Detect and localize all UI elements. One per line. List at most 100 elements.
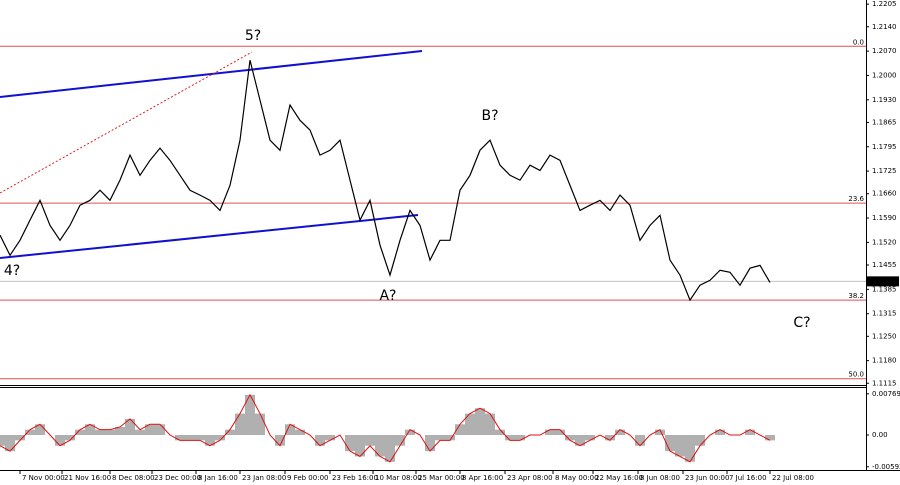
oscillator-bar: [495, 429, 505, 436]
y-tick-label: 1.1725: [872, 167, 897, 175]
oscillator-bar: [195, 435, 205, 441]
y-tick-label: 1.1865: [872, 118, 897, 126]
oscillator-bar: [475, 408, 485, 436]
oscillator-bar: [695, 435, 705, 446]
y-tick-label: 1.2205: [872, 0, 897, 8]
x-tick-label: 9 Feb 00:00: [287, 474, 328, 482]
fib-level-label: 50.0: [848, 371, 864, 379]
x-tick-label: 21 Nov 16:00: [64, 474, 111, 482]
x-tick-label: 10 Mar 08:00: [375, 474, 422, 482]
oscillator-bar: [745, 429, 755, 436]
oscillator-bar: [575, 435, 585, 446]
oscillator-bar: [465, 413, 475, 436]
oscillator-bar: [385, 435, 395, 462]
oscillator-bar: [125, 418, 135, 436]
x-tick-label: 7 Nov 00:00: [22, 474, 65, 482]
oscillator-bar: [355, 435, 365, 457]
oscillator-bar: [185, 435, 195, 441]
y-tick-label: 1.1455: [872, 261, 897, 269]
x-tick-label: 23 Apr 08:00: [507, 474, 553, 482]
x-tick-label: 25 Mar 00:00: [418, 474, 465, 482]
y-tick-label: 1.1795: [872, 143, 897, 151]
price-line: [0, 60, 771, 302]
oscillator-bar: [225, 429, 235, 436]
oscillator-bar: [435, 435, 445, 441]
oscillator-bar: [85, 424, 95, 436]
oscillator-bar: [65, 435, 75, 441]
oscillator-bar: [295, 429, 305, 436]
trend-line: [0, 51, 253, 194]
oscillator-bar: [665, 435, 675, 452]
channel-line: [0, 50, 423, 98]
oscillator-bar: [315, 435, 325, 446]
oscillator-bar: [395, 435, 405, 446]
oscillator-bar: [505, 435, 515, 441]
y-tick-label: 1.1660: [872, 190, 897, 198]
y-tick-label: 1.2140: [872, 23, 897, 31]
x-tick-label: 23 Jan 08:00: [242, 474, 286, 482]
oscillator-bar: [515, 435, 525, 441]
oscillator-bar: [35, 424, 45, 436]
oscillator-bar: [285, 424, 295, 436]
x-tick-label: 8 Apr 16:00: [462, 474, 503, 482]
wave-label: B?: [481, 108, 498, 124]
oscillator-bar: [155, 424, 165, 436]
y-tick-label: 1.1520: [872, 238, 897, 246]
oscillator-bar: [205, 435, 215, 446]
wave-label: A?: [379, 288, 396, 304]
oscillator-bar: [275, 435, 285, 446]
oscillator-bar: [75, 429, 85, 436]
oscillator-bar: [255, 413, 265, 436]
oscillator-bar: [5, 435, 15, 452]
oscillator-bar: [175, 435, 185, 441]
oscillator-bar: [365, 435, 375, 446]
oscillator-bar: [765, 435, 775, 441]
x-tick-label: 22 May 16:00: [595, 474, 643, 482]
fib-level-label: 23.6: [848, 195, 864, 203]
oscillator-bar: [565, 435, 575, 441]
oscillator-bar: [345, 435, 355, 452]
x-tick-label: 8 Dec 08:00: [112, 474, 155, 482]
x-tick-label: 8 Jan 16:00: [198, 474, 238, 482]
oscillator-bar: [545, 429, 555, 436]
y-tick-label: 1.1250: [872, 332, 897, 340]
x-tick-label: 8 Jun 08:00: [640, 474, 680, 482]
oscillator-bar: [145, 424, 155, 436]
oscillator-bar: [15, 435, 25, 441]
oscillator-bar: [135, 429, 145, 436]
oscillator-bar: [555, 429, 565, 436]
oscillator-bar: [445, 435, 455, 441]
oscillator-bar: [0, 435, 5, 446]
wave-label: C?: [793, 315, 810, 331]
oscillator-bar: [685, 435, 695, 462]
fib-level-label: 38.2: [848, 292, 864, 300]
y-tick-label: 1.1590: [872, 214, 897, 222]
oscillator-bar: [235, 413, 245, 436]
y-tick-label: 1.1930: [872, 96, 897, 104]
oscillator-line: [0, 393, 771, 463]
oscillator-bar: [405, 429, 415, 436]
oscillator-bar: [455, 424, 465, 436]
oscillator-bar: [585, 435, 595, 441]
oscillator-bar: [605, 435, 615, 441]
oscillator-bar: [95, 429, 105, 436]
y2-tick-label: 0.00: [872, 431, 888, 439]
oscillator-bar: [375, 435, 385, 457]
fib-level-label: 0.0: [853, 38, 864, 46]
x-tick-label: 23 Jun 00:00: [685, 474, 729, 482]
wave-label: 5?: [245, 28, 261, 44]
y-tick-label: 1.1180: [872, 357, 897, 365]
x-tick-label: 7 Jul 16:00: [729, 474, 767, 482]
oscillator-bar: [325, 435, 335, 441]
y-tick-label: 1.2070: [872, 47, 897, 55]
oscillator-bar: [485, 413, 495, 436]
x-tick-label: 23 Feb 16:00: [332, 474, 378, 482]
oscillator-bar: [215, 435, 225, 441]
oscillator-bar: [715, 429, 725, 436]
oscillator-bar: [105, 429, 115, 436]
x-tick-label: 23 Dec 00:00: [154, 474, 201, 482]
y2-tick-label: -0.00593: [872, 463, 900, 471]
oscillator-bar: [635, 435, 645, 446]
